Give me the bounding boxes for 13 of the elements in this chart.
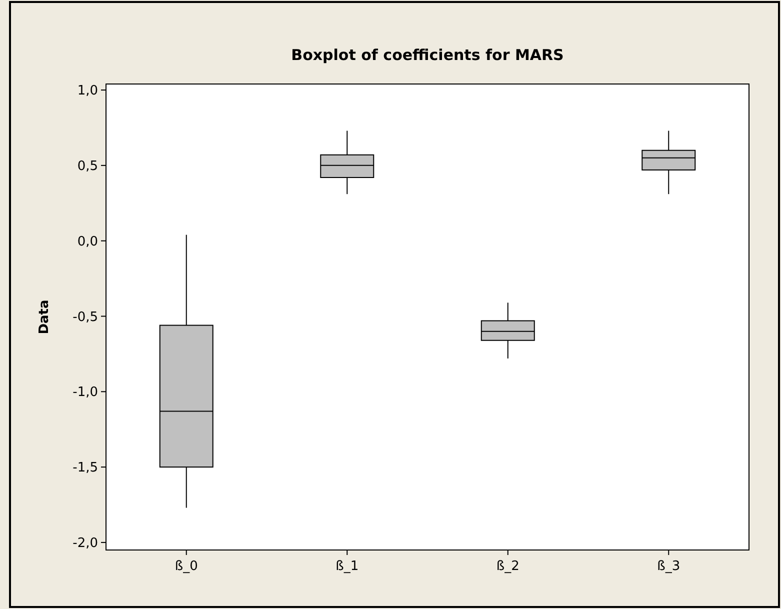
y-tick-label: 0,5: [77, 158, 98, 174]
x-tick-label: ß_0: [174, 559, 198, 574]
chart-title: Boxplot of coefficients for MARS: [291, 46, 564, 64]
x-tick-label: ß_1: [336, 559, 359, 574]
y-axis-title: Data: [37, 300, 52, 334]
y-tick-label: -0,5: [72, 310, 98, 325]
y-tick-label: -2,0: [72, 536, 98, 552]
y-tick-label: 0,0: [77, 234, 98, 250]
x-tick-label: ß_2: [496, 559, 520, 574]
y-tick-label: -1,5: [72, 460, 98, 476]
y-tick-label: 1,0: [77, 84, 98, 99]
x-tick-label: ß_3: [657, 559, 680, 574]
y-tick-label: -1,0: [72, 385, 98, 400]
